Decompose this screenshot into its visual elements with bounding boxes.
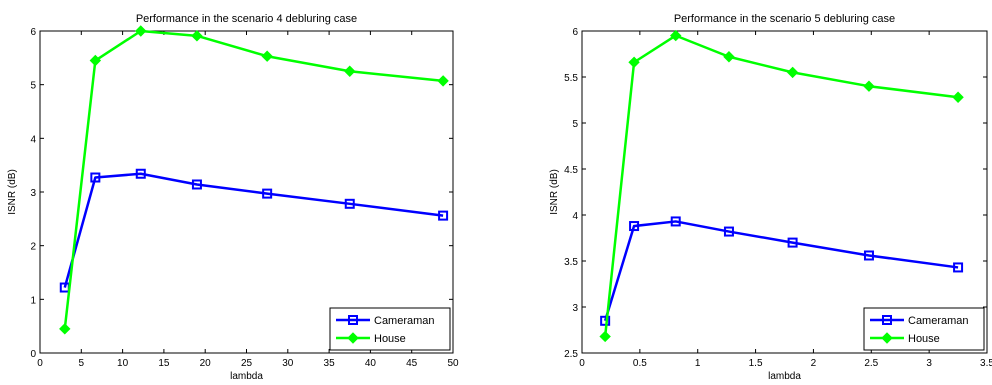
data-point: [863, 80, 875, 92]
x-tick-label: 1: [695, 358, 701, 369]
series-house: [59, 25, 449, 335]
x-axis-label: lambda: [230, 371, 263, 382]
y-tick-label: 1: [30, 295, 36, 306]
data-point: [191, 30, 203, 42]
data-point: [599, 330, 611, 343]
y-tick-label: 2: [30, 242, 36, 253]
y-tick-label: 4: [572, 211, 578, 222]
x-tick-label: 0: [37, 358, 43, 369]
legend-label: House: [374, 333, 406, 345]
x-tick-label: 2: [811, 358, 817, 369]
x-tick-label: 2.5: [864, 358, 878, 369]
x-tick-label: 45: [406, 358, 418, 369]
legend-marker: [881, 332, 893, 344]
x-tick-label: 50: [447, 358, 459, 369]
y-tick-label: 3: [30, 188, 36, 199]
x-tick-label: 1.5: [749, 358, 763, 369]
data-point: [863, 250, 874, 261]
x-tick-label: 20: [200, 358, 212, 369]
data-point: [670, 29, 682, 42]
x-tick-label: 35: [324, 358, 336, 369]
chart-2: Performance in the scenario 5 debluring …: [549, 13, 992, 382]
legend: Cameraman House: [863, 307, 985, 351]
series-cameraman: [59, 168, 449, 293]
data-point: [344, 65, 356, 77]
data-point: [437, 75, 449, 87]
legend-label: Cameraman: [908, 315, 969, 327]
x-axis-label: lambda: [768, 371, 801, 382]
data-point: [787, 237, 798, 248]
y-tick-label: 3.5: [564, 257, 578, 268]
series-line: [63, 172, 444, 288]
legend-marker: [882, 315, 892, 325]
series-house: [599, 29, 964, 343]
x-tick-label: 5: [79, 358, 85, 369]
y-tick-label: 2.5: [564, 349, 578, 360]
y-tick-label: 0: [30, 349, 36, 360]
data-point: [135, 168, 146, 179]
data-point: [261, 50, 273, 62]
x-tick-label: 3: [926, 358, 932, 369]
chart-1: Performance in the scenario 4 debluring …: [7, 13, 459, 382]
data-point: [135, 25, 147, 37]
data-point: [191, 179, 202, 190]
data-point: [90, 172, 101, 183]
x-tick-label: 0: [579, 358, 585, 369]
data-point: [628, 56, 640, 68]
legend: Cameraman House: [329, 307, 451, 351]
data-point: [59, 323, 71, 335]
legend-label: House: [908, 333, 940, 345]
series-cameraman: [600, 216, 964, 326]
data-point: [629, 221, 640, 232]
data-point: [89, 54, 102, 67]
data-point: [344, 198, 355, 209]
x-tick-label: 40: [365, 358, 377, 369]
data-point: [723, 51, 735, 63]
y-tick-label: 5.5: [564, 73, 578, 84]
data-point: [262, 188, 273, 199]
y-tick-label: 5: [572, 119, 578, 130]
y-tick-label: 4: [30, 134, 36, 145]
data-point: [438, 210, 449, 221]
data-point: [723, 226, 734, 237]
y-axis-label: ISNR (dB): [7, 169, 18, 215]
data-point: [670, 216, 681, 227]
y-tick-label: 6: [572, 27, 578, 38]
y-tick-label: 6: [30, 27, 36, 38]
x-tick-label: 10: [117, 358, 129, 369]
chart-title: Performance in the scenario 4 debluring …: [136, 13, 357, 25]
x-tick-label: 25: [241, 358, 253, 369]
x-tick-label: 3.5: [980, 358, 992, 369]
y-tick-label: 4.5: [564, 165, 578, 176]
axes-box: [581, 30, 988, 354]
x-tick-label: 30: [282, 358, 294, 369]
legend-marker: [348, 315, 358, 325]
y-axis-label: ISNR (dB): [549, 169, 560, 215]
legend-label: Cameraman: [374, 315, 435, 327]
x-tick-label: 0.5: [633, 358, 647, 369]
data-point: [786, 66, 799, 79]
y-tick-label: 3: [572, 303, 578, 314]
x-tick-label: 15: [158, 358, 170, 369]
y-tick-label: 5: [30, 81, 36, 92]
data-point: [953, 262, 964, 273]
chart-title: Performance in the scenario 5 debluring …: [674, 13, 895, 25]
legend-marker: [347, 332, 359, 344]
series-line: [603, 220, 959, 322]
data-point: [952, 91, 964, 103]
